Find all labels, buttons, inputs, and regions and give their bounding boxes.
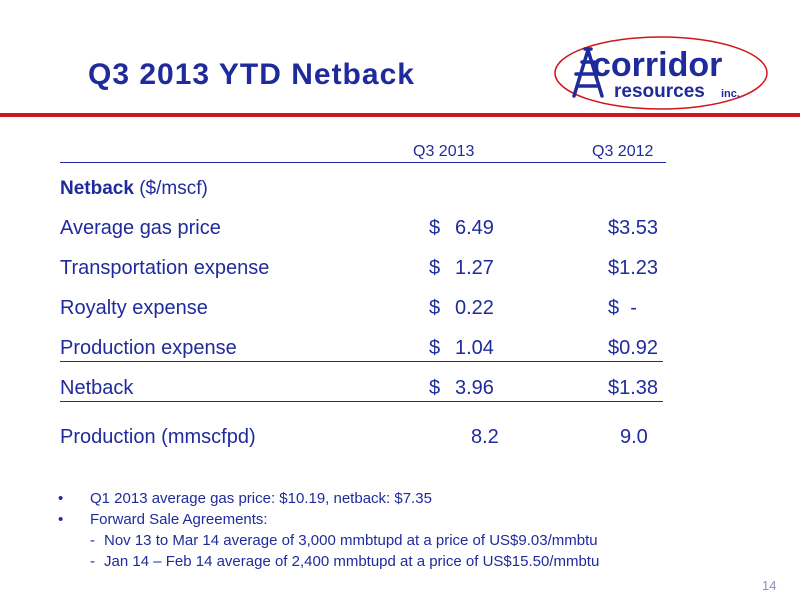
- page-number: 14: [762, 578, 777, 593]
- row-value-2012: $1.23: [608, 257, 659, 279]
- row-label: Production expense: [60, 337, 237, 359]
- note-text: Q1 2013 average gas price: $10.19, netba…: [90, 490, 432, 507]
- notes-list: • Q1 2013 average gas price: $10.19, netb…: [58, 488, 599, 572]
- column-header-q3-2013: Q3 2013: [413, 143, 475, 160]
- column-header-q3-2012: Q3 2012: [592, 143, 654, 160]
- slide-title: Q3 2013 YTD Netback: [88, 58, 415, 91]
- logo-sub-text: resources: [614, 81, 705, 102]
- row-label: Transportation expense: [60, 257, 270, 279]
- row-value-2013: 1.04: [455, 337, 494, 359]
- section-heading-unit: ($/mscf): [133, 178, 208, 199]
- title-divider: [0, 113, 800, 117]
- logo-inc-text: inc.: [721, 88, 740, 100]
- production-value-2012: 9.0: [620, 426, 648, 448]
- row-value-2013: 6.49: [455, 217, 494, 239]
- sub-note-text: Jan 14 – Feb 14 average of 2,400 mmbtupd…: [104, 553, 600, 570]
- row-underline: [60, 401, 663, 402]
- row-value-2013: 0.22: [455, 297, 494, 319]
- dash-icon: -: [90, 532, 95, 549]
- header-underline: [60, 162, 666, 163]
- row-value-2012: $3.53: [608, 217, 659, 239]
- row-underline: [60, 361, 663, 362]
- logo-main-text: corridor: [592, 46, 722, 84]
- row-currency: $: [429, 217, 441, 239]
- row-value-2012: $1.38: [608, 377, 659, 399]
- list-item: • Forward Sale Agreements:: [58, 509, 599, 530]
- row-value-2012: $ -: [608, 297, 637, 319]
- list-item: • Q1 2013 average gas price: $10.19, netb…: [58, 488, 599, 509]
- sub-note-text: Nov 13 to Mar 14 average of 3,000 mmbtup…: [104, 532, 598, 549]
- row-value-2012: $0.92: [608, 337, 659, 359]
- section-heading-bold: Netback: [60, 178, 134, 199]
- row-currency: $: [429, 257, 441, 279]
- production-value-2013: 8.2: [471, 426, 499, 448]
- row-value-2013: 1.27: [455, 257, 494, 279]
- dash-icon: -: [90, 553, 95, 570]
- sub-list-item: - Nov 13 to Mar 14 average of 3,000 mmbtu…: [58, 530, 599, 551]
- row-label: Average gas price: [60, 217, 221, 239]
- production-label: Production (mmscfpd): [60, 426, 256, 448]
- bullet-icon: •: [58, 511, 64, 528]
- row-label: Royalty expense: [60, 297, 208, 319]
- row-currency: $: [429, 337, 441, 359]
- row-currency: $: [429, 297, 441, 319]
- row-currency: $: [429, 377, 441, 399]
- bullet-icon: •: [58, 490, 64, 507]
- row-value-2013: 3.96: [455, 377, 494, 399]
- derrick-icon: [572, 47, 604, 98]
- sub-list-item: - Jan 14 – Feb 14 average of 2,400 mmbtup…: [58, 551, 599, 572]
- section-heading: Netback ($/mscf): [60, 178, 208, 200]
- company-logo: corridor resources inc.: [554, 36, 768, 110]
- note-text: Forward Sale Agreements:: [90, 511, 268, 528]
- row-label: Netback: [60, 377, 134, 399]
